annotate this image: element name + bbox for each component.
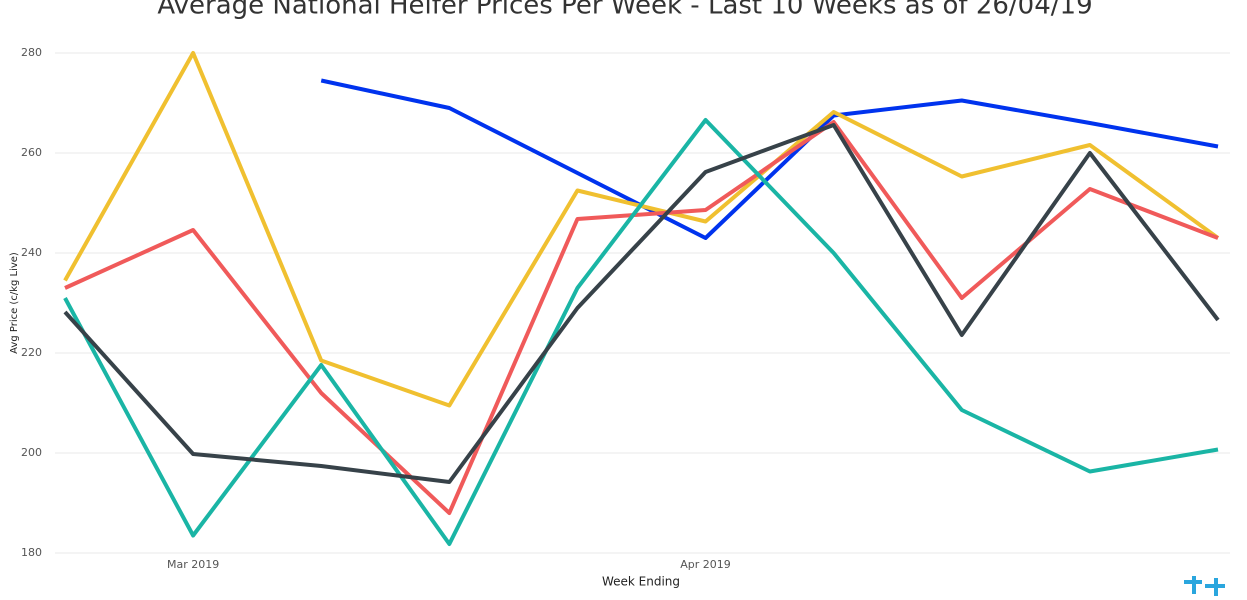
chart-title: Average National Heifer Prices Per Week … [157,0,1092,21]
series-line [63,118,1219,546]
x-axis-label: Week Ending [602,575,680,589]
series-line [64,120,1219,515]
y-tick-label: 280 [21,46,42,59]
x-tick-label: Mar 2019 [167,558,219,571]
series-line [63,123,1220,484]
y-tick-label: 200 [21,446,42,459]
series-line [320,78,1219,240]
logo [1184,576,1225,596]
x-tick-label: Apr 2019 [680,558,731,571]
y-tick-label: 260 [21,146,42,159]
y-tick-label: 220 [21,346,42,359]
y-axis-label: Avg Price (c/kg Live) [9,252,20,354]
y-tick-label: 180 [21,546,42,559]
y-tick-label: 240 [21,246,42,259]
